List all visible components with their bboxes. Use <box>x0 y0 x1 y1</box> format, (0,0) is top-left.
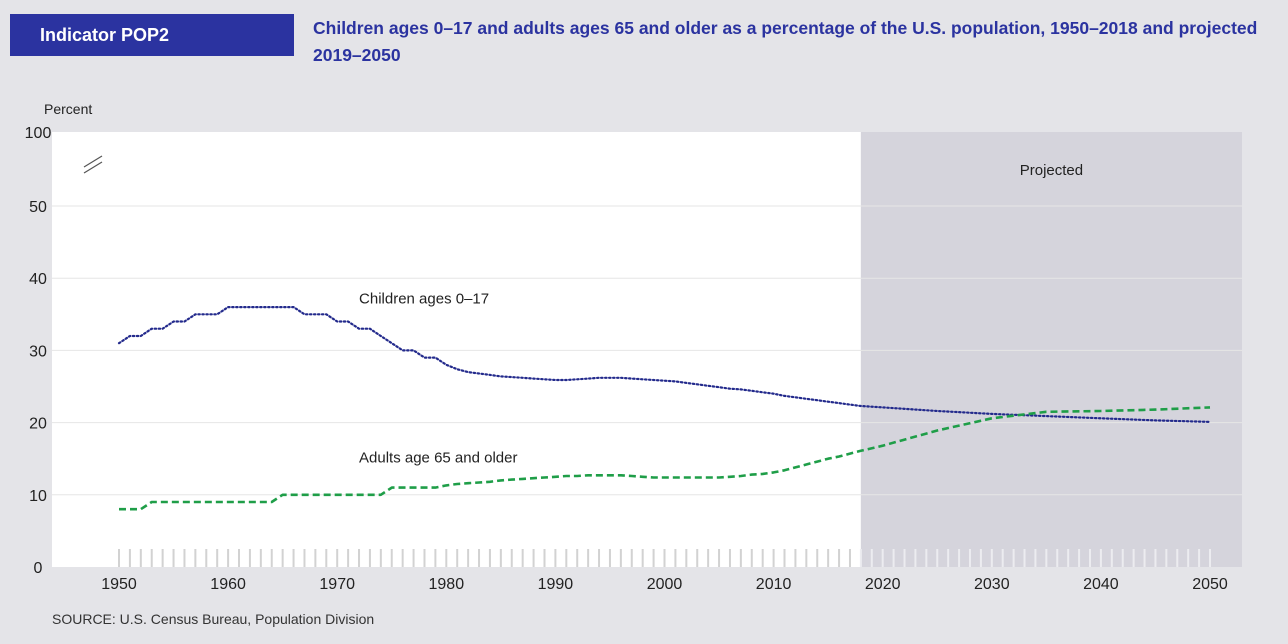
chart-title: Children ages 0–17 and adults ages 65 an… <box>313 18 1258 65</box>
x-tick-label: 1990 <box>538 576 574 593</box>
axis-break-stroke <box>83 161 103 174</box>
gridlines <box>52 205 1242 496</box>
children-series-line <box>117 306 1212 423</box>
x-tick-label: 2000 <box>647 576 683 593</box>
x-axis: 1950 1960 1970 1980 1990 2000 2010 2020 2030 2040… <box>101 576 1228 593</box>
y-axis-label: Percent <box>44 101 92 117</box>
x-tick-label: 2050 <box>1192 576 1228 593</box>
series-annotation: Children ages 0–17 <box>359 290 489 307</box>
x-tick-label: 2030 <box>974 576 1010 593</box>
annotations: Children ages 0–17 Adults age 65 and olde… <box>359 290 517 466</box>
x-tick-label: 2040 <box>1083 576 1119 593</box>
indicator-label: Indicator POP2 <box>40 24 170 45</box>
x-tick-label: 1950 <box>101 576 137 593</box>
y-tick-label: 10 <box>29 488 47 505</box>
y-axis: 0 10 20 30 40 50 100 <box>25 125 52 577</box>
axis-break-stroke <box>83 155 103 168</box>
plot-area-projected <box>860 132 1242 567</box>
x-tick-label: 1970 <box>319 576 355 593</box>
adults-series-line <box>119 406 1211 511</box>
x-tick-label: 2020 <box>865 576 901 593</box>
y-tick-label: 40 <box>29 271 47 288</box>
y-tick-label: 50 <box>29 199 47 216</box>
projected-label: Projected <box>1020 162 1083 179</box>
y-tick-label: 20 <box>29 416 47 433</box>
source-note: SOURCE: U.S. Census Bureau, Population D… <box>52 611 375 627</box>
x-tick-label: 2010 <box>756 576 792 593</box>
baseline-tick-marks <box>118 549 1211 567</box>
series-annotation: Adults age 65 and older <box>359 449 517 466</box>
x-tick-label: 1980 <box>429 576 465 593</box>
axis-break-icon <box>83 155 103 174</box>
y-tick-label: 30 <box>29 343 47 360</box>
y-tick-label: 100 <box>25 125 52 142</box>
series-group <box>117 306 1212 511</box>
y-tick-label: 0 <box>34 560 43 577</box>
x-tick-label: 1960 <box>210 576 246 593</box>
indicator-badge: Indicator POP2 <box>10 14 294 56</box>
